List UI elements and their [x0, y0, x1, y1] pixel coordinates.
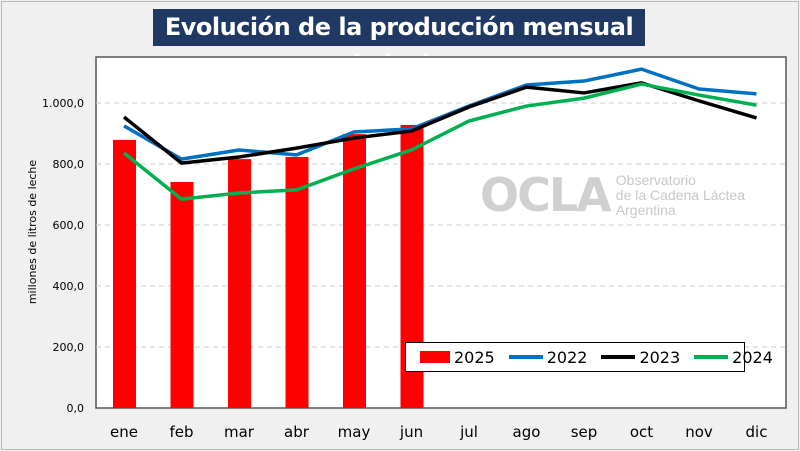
watermark-line1: Observatorio [615, 171, 696, 188]
x-tick-label: sep [571, 423, 598, 441]
legend: 2025 2022 2023 2024 [405, 342, 773, 372]
legend-item-2022: 2022 [508, 347, 588, 367]
watermark-line3: Argentina [615, 201, 676, 218]
x-tick-label: ene [110, 423, 138, 441]
legend-item-2024: 2024 [694, 348, 773, 367]
y-tick-label: 200,0 [53, 341, 85, 354]
bar-2025-jun [400, 124, 424, 409]
line-2024 [122, 82, 757, 201]
watermark-logo: OCLA [480, 168, 612, 222]
x-tick-label: feb [169, 423, 193, 441]
legend-swatch [694, 355, 729, 359]
ocla-watermark: OCLA Observatorio de la Cadena Láctea Arge… [480, 168, 745, 222]
legend-swatch [420, 351, 450, 363]
legend-swatch [508, 355, 543, 359]
y-tick-label: 600,0 [53, 219, 85, 232]
bar-2025-ene [113, 139, 136, 408]
bar-2025-abr [285, 156, 309, 408]
x-tick-label: jun [399, 423, 423, 441]
x-tick-label: oct [630, 423, 653, 441]
bar-2025-feb [170, 181, 194, 408]
legend-label: 2023 [639, 347, 681, 367]
y-axis-label: millones de litros de leche [26, 160, 39, 305]
bar-2025-may [343, 134, 366, 409]
legend-item-2025: 2025 [420, 348, 495, 367]
legend-label: 2024 [732, 347, 773, 367]
legend-label: 2025 [454, 347, 495, 367]
legend-swatch [601, 355, 636, 359]
x-tick-label: may [338, 423, 371, 441]
x-tick-label: ago [513, 423, 541, 441]
x-tick-label: mar [224, 423, 255, 441]
x-tick-label: dic [746, 423, 768, 441]
legend-item-2023: 2023 [601, 348, 680, 367]
x-tick-label: jul [459, 423, 478, 441]
x-tick-label: abr [284, 423, 310, 441]
y-tick-label: 800,0 [53, 158, 85, 171]
bar-2025-mar [228, 159, 251, 408]
x-tick-label: nov [685, 423, 713, 441]
y-tick-label: 0,0 [67, 402, 85, 415]
y-tick-label: 1.000,0 [42, 97, 84, 110]
y-tick-label: 400,0 [53, 280, 85, 293]
legend-label: 2022 [546, 347, 588, 367]
watermark-line2: de la Cadena Láctea [615, 186, 745, 203]
